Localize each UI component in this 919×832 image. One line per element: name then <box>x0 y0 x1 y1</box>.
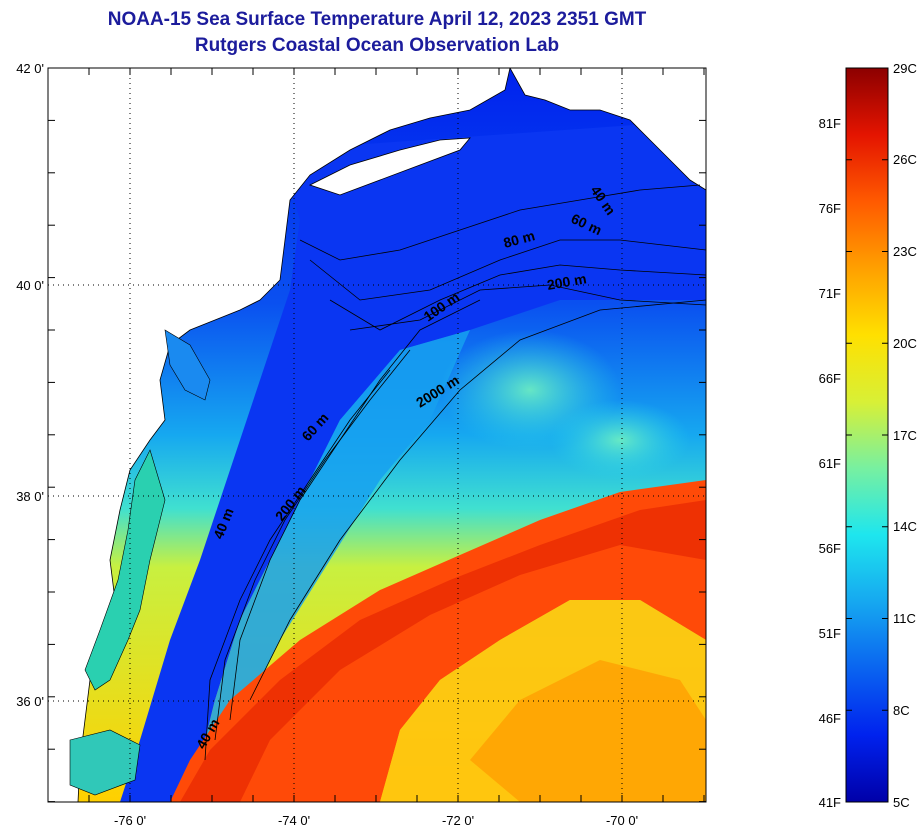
eddy-small <box>550 400 690 480</box>
lat-label-42: 42 0' <box>16 61 44 76</box>
lon-label-76: -76 0' <box>114 813 146 828</box>
lon-label-74: -74 0' <box>278 813 310 828</box>
pamlico-sound <box>69 729 141 796</box>
gulf-stream-core <box>180 500 706 802</box>
long-island <box>308 137 471 196</box>
lat-label-36: 36 0' <box>16 694 44 709</box>
gulf-stream <box>170 480 706 802</box>
axis-ticks <box>48 68 706 803</box>
sargasso-orange-patch <box>470 660 706 802</box>
slope-water <box>200 330 470 760</box>
bathymetry-contours <box>204 184 706 761</box>
lat-label-40: 40 0' <box>16 278 44 293</box>
map-title: NOAA-15 Sea Surface Temperature April 12… <box>107 9 647 30</box>
map-subtitle: Rutgers Coastal Ocean Observation Lab <box>194 35 560 56</box>
land-new-england <box>509 68 706 191</box>
delaware-bay <box>164 329 211 401</box>
lon-label-70: -70 0' <box>606 813 638 828</box>
contour-label: 200 m <box>546 270 588 293</box>
chesapeake-bay <box>84 449 166 691</box>
contour-label: 80 m <box>502 227 537 251</box>
shelf-water <box>120 120 706 802</box>
land-mainland <box>48 68 511 802</box>
lat-label-38: 38 0' <box>16 489 44 504</box>
lon-label-72: -72 0' <box>442 813 474 828</box>
